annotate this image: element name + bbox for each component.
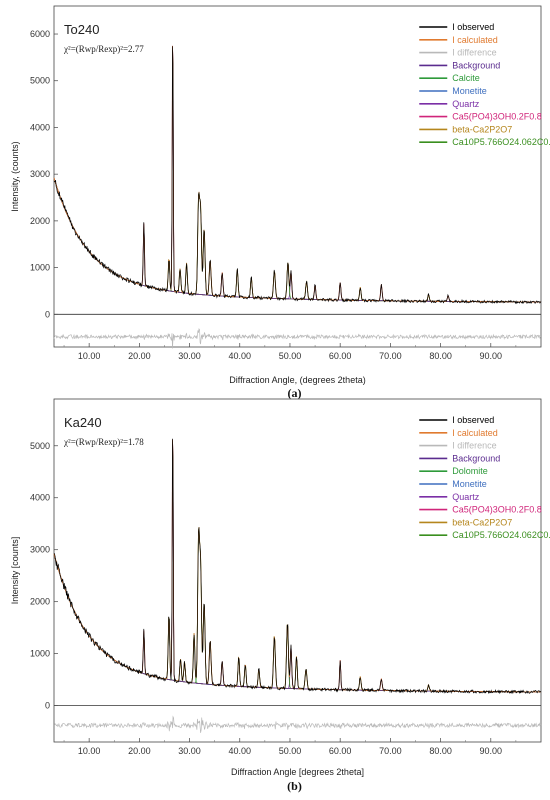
y-tick-label: 0: [45, 309, 50, 319]
caption: (a): [288, 386, 302, 400]
x-tick-label: 70.00: [379, 351, 402, 361]
curves: [53, 45, 542, 349]
x-tick-label: 90.00: [480, 746, 503, 756]
legend-entry: Ca5(PO4)3OH0.2F0.8: [452, 505, 542, 515]
y-tick-label: 1000: [30, 263, 50, 273]
difference-series: [53, 715, 542, 733]
plot-frame: [53, 398, 542, 743]
x-tick-label: 10.00: [78, 746, 101, 756]
chart-title: To240: [64, 22, 99, 37]
observed-series: [53, 46, 542, 305]
phase-series-phase1: [53, 177, 541, 303]
chart-title: Ka240: [64, 415, 102, 430]
difference-series: [53, 328, 542, 349]
legend-entry: Ca10P5.766O24.062C0.232F1.728: [452, 530, 550, 540]
legend-entry: Dolomite: [452, 466, 488, 476]
y-tick-label: 5000: [30, 441, 50, 451]
y-tick-label: 2000: [30, 216, 50, 226]
legend-entry: Quartz: [452, 99, 480, 109]
legend-entry: beta-Ca2P2O7: [452, 517, 512, 527]
background-series: [53, 177, 541, 303]
x-tick-label: 50.00: [279, 746, 302, 756]
y-tick-label: 0: [45, 701, 50, 711]
legend-entry: Monetite: [452, 479, 487, 489]
curves: [53, 438, 542, 733]
tick-labels: 10.00 20.00 30.00 40.00 50.00 60.00 70.00 80.00…: [30, 441, 517, 756]
x-tick-label: 20.00: [128, 351, 151, 361]
y-tick-label: 5000: [30, 76, 50, 86]
chi-square: χ²=(Rwp/Rexp)²=2.77: [63, 44, 144, 54]
legend: I observed I calculated I difference Backgr…: [419, 22, 550, 147]
legend-entry: I calculated: [452, 428, 498, 438]
legend-entry: Background: [452, 60, 500, 70]
x-tick-label: 50.00: [279, 351, 302, 361]
x-tick-label: 30.00: [178, 746, 201, 756]
legend-entry: Background: [452, 453, 500, 463]
x-axis-label: Diffraction Angle, (degrees 2theta): [229, 375, 365, 385]
y-tick-label: 3000: [30, 169, 50, 179]
x-tick-label: 80.00: [429, 746, 452, 756]
legend-entry: Ca10P5.766O24.062C0.232F1.728: [452, 137, 550, 147]
legend-entry: beta-Ca2P2O7: [452, 124, 512, 134]
x-tick-label: 60.00: [329, 351, 352, 361]
legend-entry: Ca5(PO4)3OH0.2F0.8: [452, 112, 542, 122]
x-tick-label: 40.00: [228, 746, 251, 756]
legend: I observed I calculated I difference Backgr…: [419, 415, 550, 540]
y-axis-label: Intensity [counts]: [10, 537, 20, 605]
legend-entry: I observed: [452, 22, 494, 32]
x-axis-label: Diffraction Angle [degrees 2theta]: [231, 767, 364, 777]
x-tick-label: 90.00: [480, 351, 503, 361]
phase-series-beta: [53, 177, 541, 303]
x-tick-label: 70.00: [379, 746, 402, 756]
legend-entry: I difference: [452, 48, 496, 58]
x-tick-label: 10.00: [78, 351, 101, 361]
x-tick-label: 80.00: [429, 351, 452, 361]
y-tick-label: 6000: [30, 29, 50, 39]
y-tick-label: 4000: [30, 493, 50, 503]
legend-entry: I difference: [452, 441, 496, 451]
panel-b: 10.00 20.00 30.00 40.00 50.00 60.00 70.00 80.00…: [10, 398, 550, 793]
legend-entry: Monetite: [452, 86, 487, 96]
calculated-series: [53, 45, 541, 303]
legend-entry: I calculated: [452, 35, 498, 45]
chi-square: χ²=(Rwp/Rexp)²=1.78: [63, 437, 144, 447]
y-tick-label: 1000: [30, 649, 50, 659]
legend-entry: Quartz: [452, 492, 480, 502]
x-tick-label: 60.00: [329, 746, 352, 756]
x-tick-label: 20.00: [128, 746, 151, 756]
y-tick-label: 3000: [30, 545, 50, 555]
x-tick-label: 40.00: [228, 351, 251, 361]
legend-entry: Calcite: [452, 73, 480, 83]
x-tick-label: 30.00: [178, 351, 201, 361]
y-tick-label: 2000: [30, 597, 50, 607]
plot-frame: [53, 5, 542, 348]
y-tick-label: 4000: [30, 122, 50, 132]
calculated-series: [53, 439, 541, 693]
phase-series-quartz: [53, 45, 541, 303]
observed-series: [53, 438, 542, 695]
tick-labels: 10.00 20.00 30.00 40.00 50.00 60.00 70.00 80.00…: [30, 29, 517, 361]
caption: (b): [287, 779, 302, 793]
panel-a: 10.00 20.00 30.00 40.00 50.00 60.00 70.00 80.00…: [10, 5, 550, 400]
y-axis-label: Intensity, (counts): [10, 141, 20, 211]
phase-series-quartz: [53, 439, 541, 693]
legend-entry: I observed: [452, 415, 494, 425]
phase-series-fluorapatite: [53, 177, 541, 303]
